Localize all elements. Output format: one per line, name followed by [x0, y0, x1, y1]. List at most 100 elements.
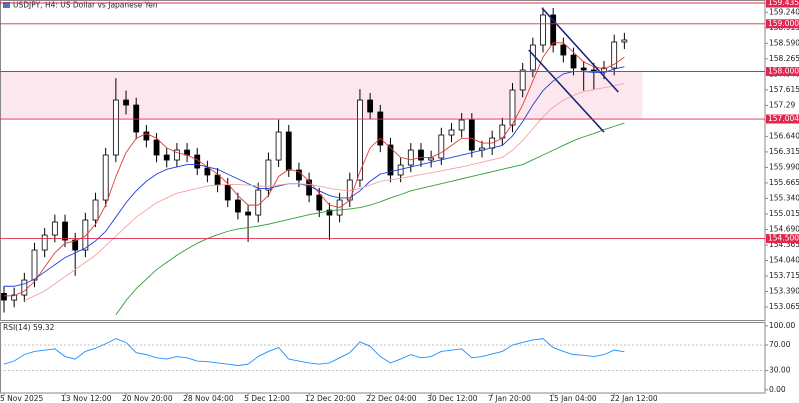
- candle-body: [519, 69, 526, 91]
- rsi-panel-frame: [0, 322, 766, 394]
- candle-body: [580, 67, 587, 71]
- x-tick-label: 5 Dec 12:00: [244, 394, 290, 403]
- level-label-bg: [766, 66, 799, 76]
- moving-average: [4, 42, 625, 297]
- candle-body: [550, 14, 557, 46]
- y-tick-label: 153.390: [769, 287, 799, 296]
- y-tick-label: 155.665: [769, 178, 799, 187]
- candle-body: [387, 144, 394, 176]
- candle-body: [255, 189, 262, 216]
- candle-body: [570, 54, 577, 69]
- y-tick-label: 153.715: [769, 271, 799, 280]
- main-layer: [1, 7, 628, 316]
- candle-body: [21, 279, 28, 296]
- candle-body: [265, 159, 272, 191]
- candle-body: [11, 294, 18, 301]
- candle-body: [112, 99, 119, 156]
- level-label-bg: [766, 114, 799, 124]
- candle-body: [51, 221, 58, 236]
- candle-body: [407, 149, 414, 166]
- x-tick-label: 5 Nov 2025: [0, 394, 43, 403]
- x-tick-label: 12 Dec 20:00: [305, 394, 356, 403]
- level-label: 159.000: [768, 19, 799, 28]
- candle-body: [296, 169, 302, 181]
- zone-layer: [0, 71, 643, 120]
- candle-body: [133, 104, 140, 133]
- candle-body: [377, 111, 384, 146]
- candle-body: [173, 149, 180, 161]
- x-tick-label: 28 Nov 04:00: [183, 394, 234, 403]
- candle-body: [204, 167, 211, 176]
- moving-average: [115, 122, 625, 316]
- moving-average: [24, 82, 625, 301]
- level-label: 154.500: [768, 234, 799, 243]
- y-tick-label: 0.00: [769, 385, 786, 394]
- candle-body: [357, 99, 363, 181]
- candle-body: [72, 239, 79, 251]
- y-tick-label: 155.990: [769, 162, 799, 171]
- candle-body: [438, 134, 445, 159]
- y-tick-label: 157.615: [769, 85, 799, 94]
- moving-average: [4, 66, 625, 287]
- main-panel-frame: [0, 0, 766, 321]
- y-tick-label: 70.00: [769, 340, 791, 349]
- y-tick-label: 158.265: [769, 54, 799, 63]
- y-tick-label: 156.640: [769, 131, 799, 140]
- candle-body: [428, 157, 435, 161]
- candle-body: [224, 184, 231, 201]
- x-tick-label: 22 Dec 04:00: [366, 394, 417, 403]
- y-tick-label: 156.315: [769, 147, 799, 156]
- candle-body: [214, 174, 221, 186]
- candle-body: [235, 199, 241, 213]
- candle-body: [82, 219, 89, 251]
- candle-body: [316, 194, 323, 211]
- candle-body: [611, 41, 618, 69]
- candle-body: [31, 249, 38, 281]
- candle-body: [62, 221, 68, 241]
- candle-body: [326, 209, 333, 216]
- candle-body: [41, 234, 48, 251]
- candle-body: [163, 154, 170, 161]
- candle-body: [102, 154, 109, 201]
- y-tick-label: 154.690: [769, 224, 799, 233]
- candle-body: [448, 129, 455, 136]
- candle-body: [123, 99, 129, 106]
- x-tick-label: 30 Dec 12:00: [427, 394, 478, 403]
- candle-body: [367, 99, 374, 113]
- trendline: [541, 7, 619, 93]
- x-tick-label: 15 Jan 04:00: [549, 394, 597, 403]
- level-label: 157.004: [768, 114, 799, 123]
- level-label-bg: [766, 234, 799, 244]
- x-tick-label: 22 Jan 12:00: [610, 394, 658, 403]
- trendline: [528, 49, 605, 133]
- chart-title: USDJPY, H4: US Dollar vs Japanese Yen: [13, 1, 158, 10]
- x-tick-label: 20 Nov 20:00: [122, 394, 173, 403]
- y-tick-label: 30.00: [769, 366, 791, 375]
- candle-body: [540, 14, 546, 46]
- candle-body: [143, 131, 150, 141]
- candle-body: [509, 89, 516, 126]
- candle-body: [275, 131, 282, 161]
- zone: [0, 71, 643, 120]
- rsi-title: RSI(14) 59.32: [3, 323, 55, 332]
- y-tick-label: 159.240: [769, 7, 799, 16]
- level-label-bg: [766, 0, 799, 8]
- candle-body: [458, 119, 465, 131]
- y-tick-label: 158.590: [769, 38, 799, 47]
- symbol-icon: [3, 2, 10, 8]
- level-label: 158.000: [768, 66, 799, 75]
- x-tick-label: 7 Jan 20:00: [488, 394, 531, 403]
- y-tick-label: 154.365: [769, 240, 799, 249]
- candle-body: [621, 39, 628, 43]
- candle-body: [306, 179, 313, 196]
- rsi-line: [3, 338, 625, 366]
- candle-body: [468, 119, 475, 151]
- level-label: 159.435: [768, 0, 799, 7]
- x-tick-label: 13 Nov 12:00: [61, 394, 112, 403]
- candle-body: [92, 199, 99, 221]
- y-tick-label: 100.00: [769, 321, 795, 330]
- candle-body: [245, 211, 251, 216]
- y-tick-label: 157.29: [769, 100, 795, 109]
